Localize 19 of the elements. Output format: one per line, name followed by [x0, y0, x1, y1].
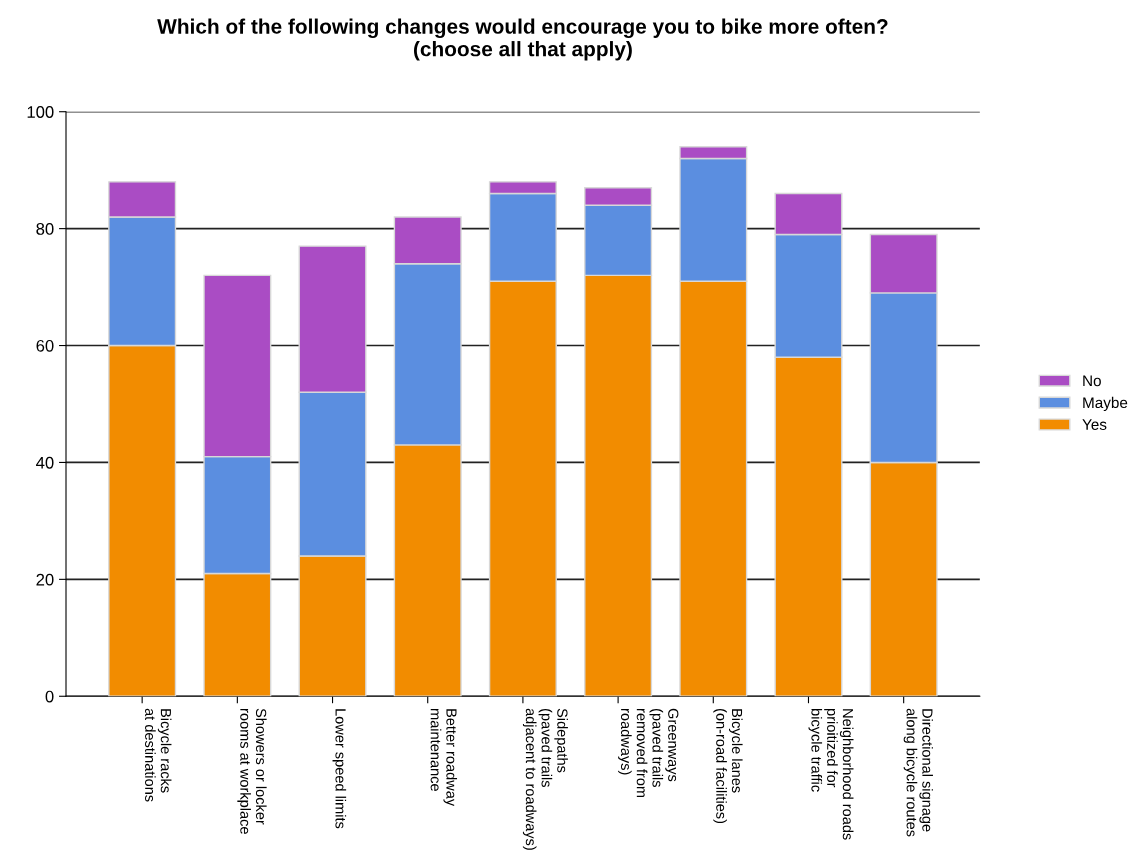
x-tick-label: Better roadway maintenance — [430, 709, 458, 807]
legend-label: No — [1083, 375, 1101, 387]
x-tick-label: Neighborhood roads prioitized for bicycle traffic — [808, 709, 854, 840]
chart-title: Which of the following changes would encourage you to bike more often? (choose all that apply) — [157, 18, 888, 61]
x-tick-label: Showers or locker rooms at workplace — [237, 708, 267, 834]
x-tick-label: Bicycle racks at destinations — [145, 708, 172, 802]
legend-label: Yes — [1082, 419, 1107, 430]
x-tick-label: Sidepaths (paved trails adjacent to roadways) — [522, 708, 568, 850]
x-tick-label: Greenways (paved trails removed from roadways) — [618, 708, 679, 798]
y-tick-label: 20 — [36, 573, 54, 586]
y-tick-label: 0 — [45, 690, 54, 703]
x-tick-label: Bicycle lanes (on-road facilities) — [713, 708, 743, 824]
y-tick-label: 100 — [27, 106, 54, 118]
y-tick-label: 60 — [36, 339, 54, 352]
legend-label: Maybe — [1083, 396, 1128, 412]
y-tick-label: 40 — [36, 456, 54, 469]
x-tick-label: Lower speed limits — [332, 709, 347, 829]
x-tick-label: Directional signage along bicycle routes — [903, 708, 933, 837]
y-tick-label: 80 — [36, 223, 54, 235]
